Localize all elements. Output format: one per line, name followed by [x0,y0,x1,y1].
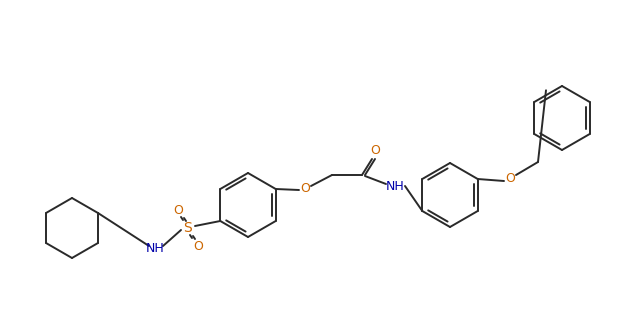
Text: O: O [173,203,183,216]
Text: O: O [300,182,310,194]
Text: NH: NH [386,179,404,193]
Text: O: O [505,171,515,184]
Text: O: O [193,239,203,253]
Text: NH: NH [146,242,165,254]
Text: O: O [370,143,380,156]
Text: S: S [183,221,192,235]
